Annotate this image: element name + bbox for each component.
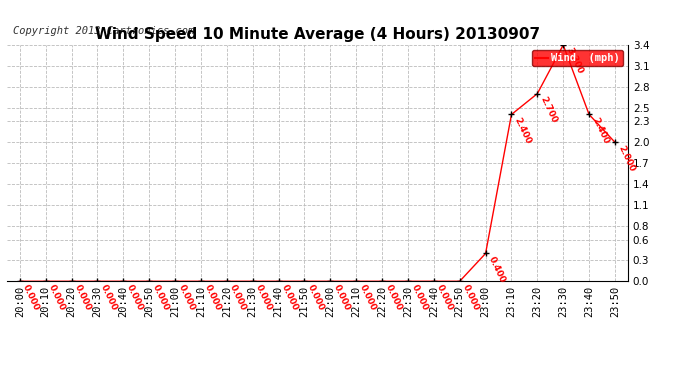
Text: 0.000: 0.000 [177,283,197,312]
Text: 0.000: 0.000 [461,283,481,312]
Text: 0.000: 0.000 [409,283,429,312]
Text: 0.000: 0.000 [125,283,145,312]
Text: 0.000: 0.000 [332,283,352,312]
Text: 0.000: 0.000 [21,283,41,312]
Text: 0.000: 0.000 [73,283,93,312]
Text: Copyright 2013 Cartronics.com: Copyright 2013 Cartronics.com [13,26,195,36]
Text: 3.300: 3.300 [564,46,584,76]
Text: 2.400: 2.400 [513,116,533,145]
Text: 0.000: 0.000 [280,283,300,312]
Text: 0.400: 0.400 [487,255,507,284]
Text: 0.000: 0.000 [306,283,326,312]
Title: Wind Speed 10 Minute Average (4 Hours) 20130907: Wind Speed 10 Minute Average (4 Hours) 2… [95,27,540,42]
Text: 0.000: 0.000 [202,283,222,312]
Text: 2.400: 2.400 [591,116,611,145]
Text: 0.000: 0.000 [47,283,67,312]
Text: 0.000: 0.000 [357,283,377,312]
Text: 0.000: 0.000 [150,283,170,312]
Text: 2.000: 2.000 [616,144,636,173]
Text: 2.700: 2.700 [539,95,559,124]
Text: 0.000: 0.000 [228,283,248,312]
Text: 0.000: 0.000 [254,283,274,312]
Text: 0.000: 0.000 [99,283,119,312]
Legend: Wind  (mph): Wind (mph) [532,50,622,66]
Text: 0.000: 0.000 [435,283,455,312]
Text: 0.000: 0.000 [384,283,404,312]
